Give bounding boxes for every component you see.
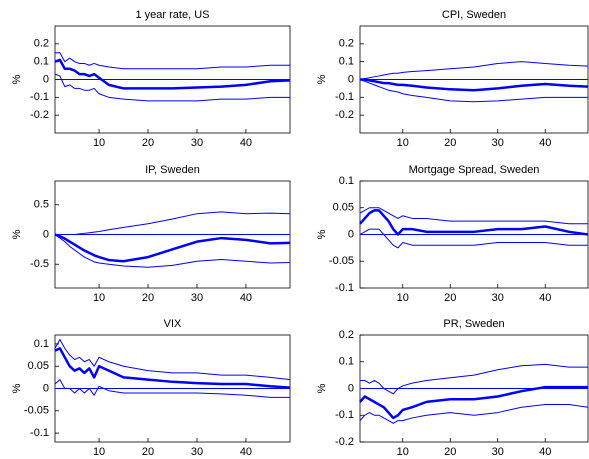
y-tick-label: -0.05 bbox=[329, 255, 354, 267]
y-tick-label: 0 bbox=[348, 73, 354, 85]
x-tick-label: 30 bbox=[191, 292, 203, 304]
series-line bbox=[54, 58, 291, 90]
x-tick-label: 30 bbox=[191, 446, 203, 458]
y-tick-label: -0.2 bbox=[335, 436, 354, 448]
x-tick-label: 10 bbox=[397, 292, 409, 304]
x-tick-label: 30 bbox=[492, 446, 504, 458]
y-tick-label: 0.05 bbox=[333, 202, 354, 214]
y-tick-label: -0.1 bbox=[335, 91, 354, 103]
series-line bbox=[360, 78, 589, 92]
x-tick-label: 10 bbox=[93, 292, 105, 304]
x-tick-label: 30 bbox=[492, 137, 504, 149]
y-tick-label: -0.2 bbox=[30, 109, 49, 121]
y-tick-label: 0.2 bbox=[339, 329, 354, 341]
x-tick-label: 20 bbox=[444, 292, 456, 304]
x-tick-label: 10 bbox=[397, 446, 409, 458]
y-tick-label: -0.2 bbox=[335, 109, 354, 121]
y-tick-label: 0.2 bbox=[34, 38, 49, 50]
series-line bbox=[359, 207, 588, 225]
x-tick-label: 40 bbox=[539, 446, 551, 458]
series-line bbox=[54, 379, 290, 398]
y-tick-label: 0.5 bbox=[34, 199, 49, 211]
y-tick-label: 0.1 bbox=[34, 338, 49, 350]
y-axis-label: % bbox=[316, 383, 328, 393]
x-tick-label: 20 bbox=[444, 137, 456, 149]
y-tick-label: 0.2 bbox=[339, 38, 354, 50]
x-tick-label: 20 bbox=[142, 446, 154, 458]
chart-title: CPI, Sweden bbox=[442, 9, 506, 21]
y-tick-label: 0 bbox=[43, 73, 49, 85]
x-tick-label: 40 bbox=[240, 446, 252, 458]
y-tick-label: 0 bbox=[348, 382, 354, 394]
y-tick-label: -0.05 bbox=[24, 405, 49, 417]
y-axis-label: % bbox=[316, 74, 328, 84]
x-tick-label: 10 bbox=[93, 137, 105, 149]
x-tick-label: 30 bbox=[492, 292, 504, 304]
series-line bbox=[55, 211, 291, 235]
x-tick-label: 10 bbox=[93, 446, 105, 458]
x-tick-label: 40 bbox=[539, 292, 551, 304]
y-tick-label: -0.1 bbox=[30, 91, 49, 103]
x-tick-label: 20 bbox=[444, 446, 456, 458]
series-line bbox=[359, 404, 589, 424]
series-line bbox=[360, 363, 588, 395]
x-tick-label: 20 bbox=[142, 292, 154, 304]
series-line bbox=[359, 61, 589, 80]
series-line bbox=[54, 73, 290, 102]
y-tick-label: 0.1 bbox=[339, 56, 354, 68]
y-tick-label: -0.1 bbox=[335, 282, 354, 294]
x-tick-label: 10 bbox=[397, 137, 409, 149]
y-tick-label: -0.1 bbox=[30, 427, 49, 439]
y-tick-label: -0.1 bbox=[335, 409, 354, 421]
series-line bbox=[54, 338, 291, 381]
y-tick-label: 0.1 bbox=[34, 56, 49, 68]
y-tick-label: 0.05 bbox=[28, 360, 49, 372]
chart-title: Mortgage Spread, Sweden bbox=[409, 164, 540, 176]
chart-title: IP, Sweden bbox=[145, 164, 200, 176]
y-tick-label: 0.1 bbox=[339, 175, 354, 187]
y-tick-label: -0.5 bbox=[30, 258, 49, 270]
series-line bbox=[54, 233, 291, 263]
series-line bbox=[55, 52, 290, 70]
y-axis-label: % bbox=[11, 74, 23, 84]
series-line bbox=[54, 347, 291, 389]
y-axis-label: % bbox=[316, 229, 328, 239]
y-axis-label: % bbox=[11, 229, 23, 239]
x-tick-label: 40 bbox=[240, 292, 252, 304]
y-tick-label: 0 bbox=[43, 382, 49, 394]
x-tick-label: 30 bbox=[191, 137, 203, 149]
series-line bbox=[359, 385, 588, 420]
chart-title: PR, Sweden bbox=[443, 318, 504, 330]
series-line bbox=[359, 209, 589, 236]
chart-title: 1 year rate, US bbox=[136, 9, 210, 21]
series-line bbox=[54, 234, 291, 268]
x-tick-label: 40 bbox=[240, 137, 252, 149]
x-tick-label: 40 bbox=[539, 137, 551, 149]
x-tick-label: 20 bbox=[142, 137, 154, 149]
chart-title: VIX bbox=[164, 318, 182, 330]
y-tick-label: 0 bbox=[43, 228, 49, 240]
y-tick-label: 0 bbox=[348, 228, 354, 240]
y-tick-label: 0.1 bbox=[339, 356, 354, 368]
series-line bbox=[359, 79, 588, 103]
y-axis-label: % bbox=[11, 383, 23, 393]
series-line bbox=[359, 228, 588, 249]
